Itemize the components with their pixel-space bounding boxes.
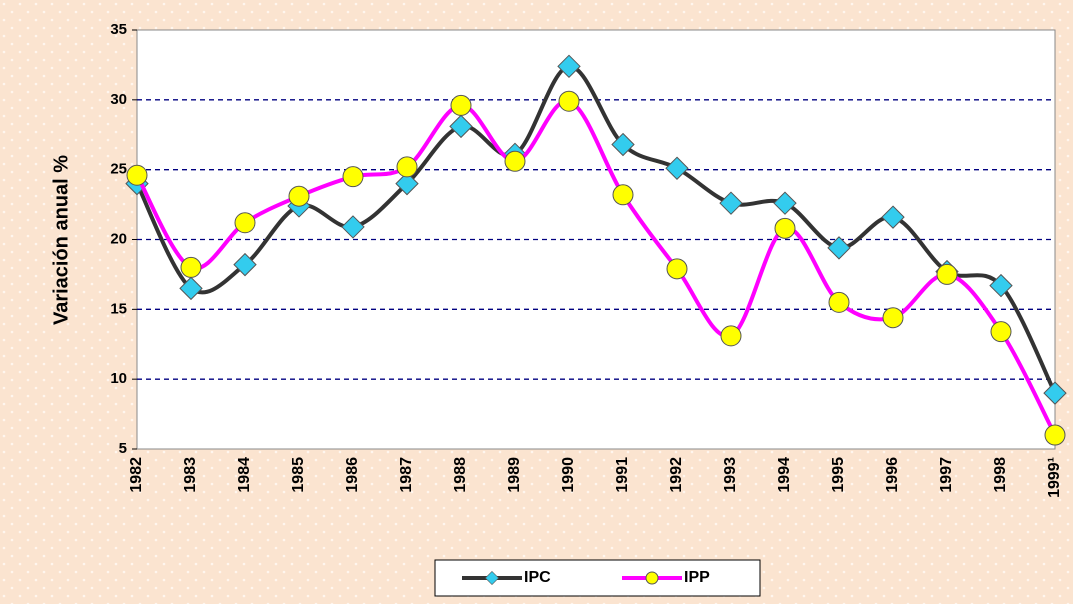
marker <box>1043 381 1067 405</box>
legend-label: IPC <box>524 569 551 586</box>
legend-marker <box>484 570 500 586</box>
marker <box>774 217 796 239</box>
x-tick-label: 1998 <box>992 457 1009 493</box>
x-tick-label: 1997 <box>938 457 955 493</box>
marker <box>557 54 581 79</box>
marker <box>828 291 850 313</box>
marker <box>990 321 1012 343</box>
marker <box>558 90 580 112</box>
marker <box>719 191 743 215</box>
x-tick-label: 1985 <box>290 457 307 493</box>
marker <box>666 258 688 280</box>
marker <box>612 184 634 206</box>
series-line <box>135 64 1057 395</box>
marker <box>720 325 742 347</box>
marker <box>288 185 310 207</box>
marker <box>989 273 1013 298</box>
x-tick-label: 1996 <box>884 457 901 493</box>
y-tick-label: 5 <box>119 440 127 457</box>
marker <box>936 263 958 285</box>
marker <box>395 171 419 196</box>
marker <box>180 256 202 278</box>
y-axis-label: Variación anual % <box>50 155 72 325</box>
x-tick-label: 1987 <box>398 457 415 493</box>
x-tick-label: 1984 <box>236 457 253 493</box>
y-tick-label: 10 <box>110 370 127 387</box>
marker <box>233 252 257 277</box>
marker <box>881 205 905 229</box>
x-tick-label: 1993 <box>722 457 739 493</box>
marker <box>882 307 904 329</box>
marker <box>179 276 203 301</box>
y-tick-label: 35 <box>110 21 127 38</box>
marker <box>827 236 851 260</box>
x-tick-label: 1989 <box>506 457 523 493</box>
y-tick-label: 15 <box>110 300 127 317</box>
marker <box>342 166 364 188</box>
marker <box>126 164 148 186</box>
x-tick-label: 1992 <box>668 457 685 493</box>
marker <box>449 114 473 139</box>
legend-label: IPP <box>684 569 710 586</box>
y-tick-label: 20 <box>110 230 127 247</box>
x-tick-label: 1988 <box>452 457 469 493</box>
marker <box>396 156 418 178</box>
marker <box>611 132 635 157</box>
marker <box>773 191 797 215</box>
x-tick-label: 1999¹ <box>1046 457 1063 498</box>
marker <box>665 156 689 180</box>
x-tick-label: 1982 <box>128 457 145 493</box>
marker <box>504 150 526 172</box>
x-tick-label: 1983 <box>182 457 199 493</box>
marker <box>341 215 365 239</box>
x-tick-label: 1991 <box>614 457 631 493</box>
x-tick-label: 1990 <box>560 457 577 493</box>
x-tick-label: 1995 <box>830 457 847 493</box>
legend-marker <box>645 571 659 585</box>
marker <box>450 94 472 116</box>
y-tick-label: 25 <box>110 161 127 178</box>
x-tick-label: 1994 <box>776 457 793 493</box>
y-tick-label: 30 <box>110 91 127 108</box>
marker <box>1044 424 1066 446</box>
marker <box>234 212 256 234</box>
x-tick-label: 1986 <box>344 457 361 493</box>
